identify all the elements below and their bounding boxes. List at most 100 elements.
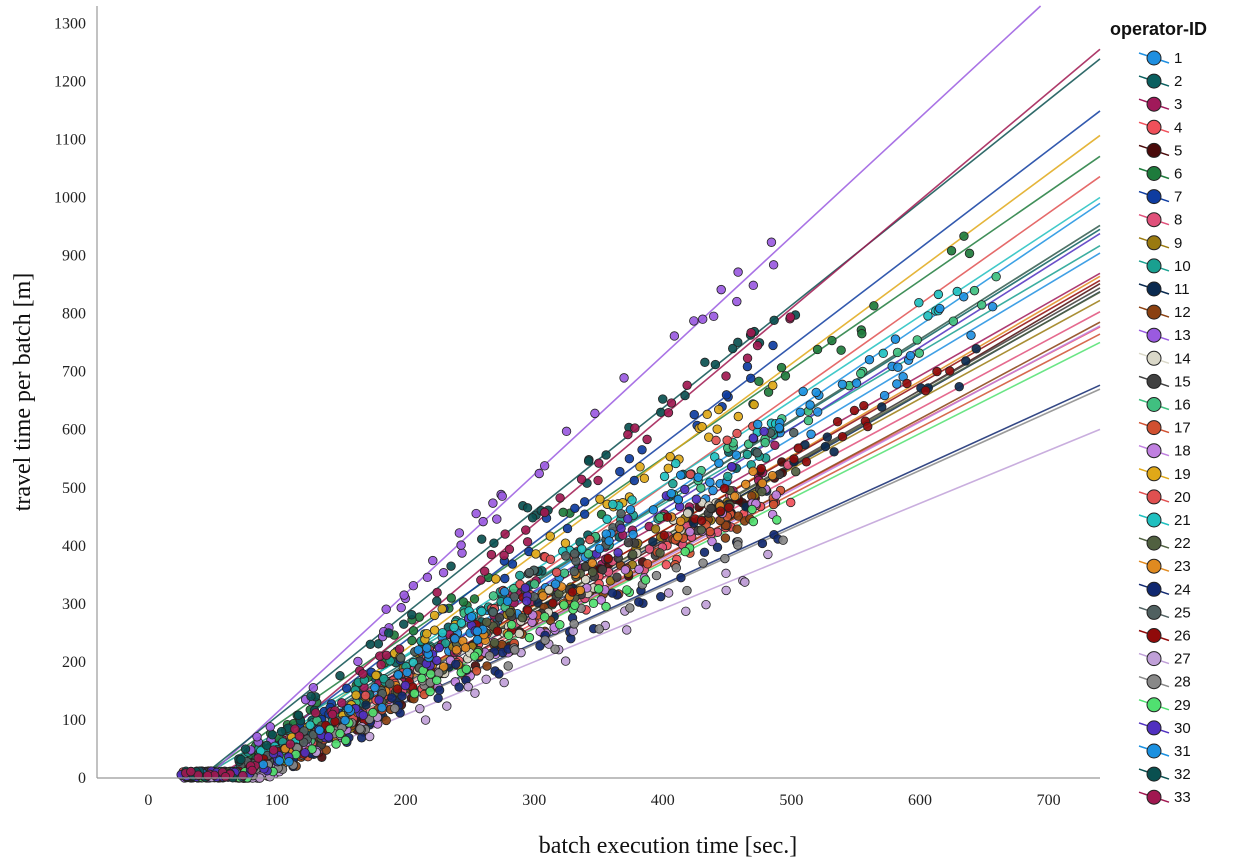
data-point — [705, 477, 715, 487]
data-point — [559, 568, 570, 578]
data-point — [579, 509, 590, 519]
data-point — [560, 656, 571, 666]
fit-line-operator-27 — [251, 428, 1101, 779]
data-point — [658, 394, 668, 404]
data-point — [413, 645, 424, 655]
data-point — [285, 739, 296, 749]
data-point — [701, 599, 711, 610]
data-point — [397, 691, 407, 701]
legend-marker-swatch — [1146, 697, 1162, 713]
data-point — [587, 558, 597, 568]
data-point — [569, 619, 579, 629]
data-point — [429, 625, 440, 635]
data-point — [945, 366, 955, 376]
legend-label: 2 — [1174, 73, 1182, 90]
data-point — [712, 542, 723, 553]
data-point — [716, 284, 726, 295]
data-point — [732, 428, 742, 439]
data-point — [892, 379, 902, 389]
data-point — [791, 466, 801, 477]
data-point — [489, 538, 499, 548]
data-point — [305, 720, 315, 730]
data-point — [451, 645, 462, 655]
legend-marker-swatch — [1146, 789, 1162, 805]
legend-marker-swatch — [1146, 142, 1162, 158]
data-point — [268, 745, 279, 755]
data-point — [740, 577, 750, 587]
data-point — [732, 524, 742, 534]
data-point — [752, 448, 762, 458]
legend-marker-swatch — [1146, 512, 1162, 528]
data-point — [539, 461, 550, 471]
data-point — [488, 498, 498, 508]
legend-label: 33 — [1174, 789, 1191, 806]
legend-label: 10 — [1174, 258, 1191, 275]
data-point — [186, 766, 196, 777]
legend-item-operator-16: 16 — [1138, 397, 1191, 414]
data-point — [763, 387, 774, 397]
data-point — [585, 534, 595, 545]
data-point — [778, 535, 788, 545]
fit-line-operator-17 — [244, 333, 1101, 779]
data-point — [456, 540, 466, 550]
data-point — [741, 479, 751, 490]
data-point — [946, 246, 957, 256]
data-point — [392, 684, 403, 694]
data-point — [594, 544, 605, 554]
legend-marker-swatch — [1146, 373, 1162, 389]
data-point — [812, 407, 823, 417]
data-point — [712, 424, 722, 434]
data-point — [540, 635, 550, 645]
data-point — [699, 547, 710, 557]
data-point — [351, 690, 361, 700]
data-point — [601, 450, 611, 460]
legend-marker-swatch — [1146, 235, 1162, 251]
data-point — [707, 536, 717, 547]
legend-marker-swatch — [1146, 489, 1162, 505]
data-point — [499, 550, 509, 561]
data-point — [337, 698, 347, 708]
legend-marker-swatch — [1146, 651, 1162, 667]
data-point — [310, 708, 321, 718]
data-point — [358, 710, 368, 720]
fit-line-operator-29 — [238, 341, 1101, 779]
data-point — [746, 328, 756, 338]
data-point — [659, 530, 669, 541]
x-tick-label: 300 — [522, 792, 546, 809]
data-point — [711, 435, 721, 446]
data-point — [812, 344, 823, 355]
legend-label: 16 — [1174, 397, 1191, 414]
data-point — [308, 682, 319, 693]
data-point — [503, 630, 514, 641]
legend-item-operator-26: 26 — [1138, 628, 1191, 645]
data-point — [602, 514, 612, 524]
data-point — [698, 558, 708, 568]
data-point — [365, 639, 376, 649]
data-point — [786, 497, 796, 508]
data-point — [458, 597, 469, 607]
data-point — [742, 353, 753, 363]
data-point — [252, 732, 262, 742]
data-point — [515, 570, 525, 581]
data-point — [438, 662, 449, 672]
legend-marker-swatch — [1146, 73, 1162, 89]
legend-label: 7 — [1174, 189, 1182, 206]
legend-item-operator-33: 33 — [1138, 789, 1191, 806]
data-point — [613, 548, 623, 558]
data-point — [971, 344, 981, 354]
legend-label: 12 — [1174, 304, 1191, 321]
data-point — [767, 470, 778, 481]
data-point — [590, 408, 600, 419]
data-point — [689, 409, 699, 420]
data-point — [529, 579, 540, 589]
data-point — [422, 643, 432, 653]
data-point — [878, 348, 888, 359]
legend-marker-swatch — [1146, 327, 1162, 343]
x-tick-label: 400 — [651, 792, 675, 809]
data-point — [697, 314, 708, 324]
data-point — [747, 504, 757, 515]
data-point — [666, 398, 677, 408]
data-point — [432, 655, 442, 666]
data-point — [801, 457, 812, 467]
